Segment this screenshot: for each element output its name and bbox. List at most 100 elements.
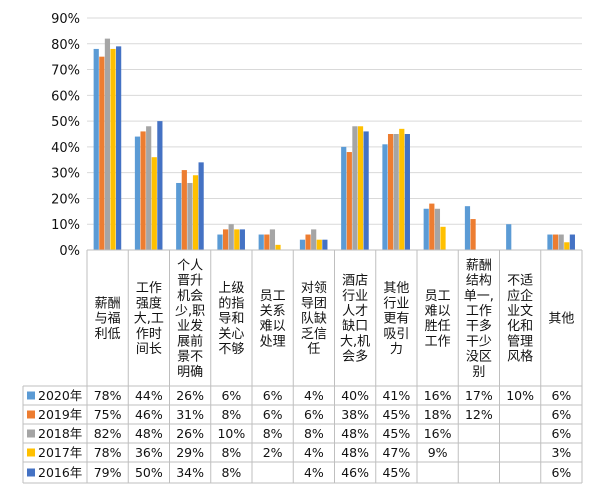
category-label: 业文 xyxy=(507,304,533,319)
bar xyxy=(470,219,476,250)
bar xyxy=(341,146,347,250)
y-tick-label: 10% xyxy=(51,218,80,233)
category-label: 会多 xyxy=(342,349,368,365)
category-label: 应企 xyxy=(507,288,533,304)
category-label: 景不 xyxy=(177,350,203,365)
legend-key xyxy=(27,391,35,400)
bar xyxy=(140,131,146,250)
legend-key xyxy=(27,410,35,419)
data-label: 10% xyxy=(506,388,534,403)
category-label: 员工 xyxy=(425,289,451,304)
data-label: 9% xyxy=(428,445,448,460)
bar xyxy=(305,234,311,250)
category-label: 其他 xyxy=(383,281,409,296)
category-label: 人才 xyxy=(342,304,368,319)
category-label: 作时 xyxy=(136,327,162,342)
category-label: 明确 xyxy=(177,365,203,380)
data-label: 38% xyxy=(341,407,369,422)
category-label: 管理 xyxy=(507,334,533,349)
data-label: 34% xyxy=(176,465,204,480)
bar xyxy=(104,38,111,250)
category-label: 间长 xyxy=(136,342,162,357)
category-label: 干多 xyxy=(466,318,492,334)
category-label: 胜任 xyxy=(425,319,451,334)
bar xyxy=(258,234,264,250)
data-label: 4% xyxy=(304,465,324,480)
bar xyxy=(464,206,471,250)
category-label: 大,工 xyxy=(134,312,164,327)
data-label: 50% xyxy=(135,465,163,480)
bar xyxy=(357,126,364,250)
y-tick-label: 60% xyxy=(51,89,80,104)
data-label: 79% xyxy=(94,465,122,480)
bar xyxy=(429,203,435,250)
data-label: 82% xyxy=(94,426,122,441)
legend-label: 2019年 xyxy=(38,407,82,422)
category-label: 工作 xyxy=(425,334,451,349)
bar xyxy=(217,234,223,250)
category-label: 关系 xyxy=(260,304,286,319)
data-label: 47% xyxy=(382,445,410,460)
category-label: 强度 xyxy=(136,295,162,311)
bar xyxy=(198,162,204,250)
category-label: 薪酬 xyxy=(95,296,121,311)
y-tick-label: 40% xyxy=(51,141,80,156)
category-label: 晋升 xyxy=(177,274,203,289)
category-label: 结构 xyxy=(466,274,492,289)
bar xyxy=(93,48,99,250)
bar xyxy=(423,208,429,250)
data-label: 31% xyxy=(176,407,204,422)
category-label: 员工 xyxy=(260,289,286,304)
category-label: 与福 xyxy=(95,312,121,327)
data-label: 4% xyxy=(304,388,324,403)
bar xyxy=(176,182,182,250)
category-label: 乏信 xyxy=(301,327,327,342)
bar xyxy=(134,136,141,250)
category-label: 少,职 xyxy=(175,304,205,319)
category-label: 难以 xyxy=(260,319,286,334)
data-label: 26% xyxy=(176,388,204,403)
data-label: 8% xyxy=(221,445,241,460)
bar xyxy=(564,242,570,250)
data-label: 41% xyxy=(382,388,410,403)
category-label: 机会 xyxy=(177,289,203,304)
data-label: 45% xyxy=(382,465,410,480)
data-label: 3% xyxy=(551,445,571,460)
bar xyxy=(269,229,276,250)
category-label: 酒店 xyxy=(342,274,368,289)
data-label: 29% xyxy=(176,445,204,460)
data-label: 6% xyxy=(221,388,241,403)
legend-label: 2020年 xyxy=(38,388,82,403)
data-label: 78% xyxy=(94,445,122,460)
bar xyxy=(363,131,369,250)
data-label: 6% xyxy=(263,407,283,422)
category-label: 难以 xyxy=(425,304,451,319)
y-tick-label: 80% xyxy=(51,38,80,53)
bar xyxy=(352,126,358,250)
category-label: 吸引 xyxy=(383,327,409,342)
category-label: 的指 xyxy=(218,295,244,311)
y-tick-label: 90% xyxy=(51,12,80,27)
data-label: 48% xyxy=(341,426,369,441)
data-label: 6% xyxy=(551,388,571,403)
category-label: 业发 xyxy=(177,318,203,334)
legend-key xyxy=(27,429,35,438)
category-label: 力 xyxy=(390,342,403,357)
data-label: 6% xyxy=(304,407,324,422)
bar xyxy=(506,224,512,250)
data-label: 48% xyxy=(341,445,369,460)
category-label: 单一, xyxy=(464,289,494,304)
data-label: 78% xyxy=(94,388,122,403)
data-label: 8% xyxy=(221,407,241,422)
category-label: 工作 xyxy=(136,281,162,296)
data-label: 46% xyxy=(135,407,163,422)
data-label: 6% xyxy=(263,388,283,403)
data-label: 18% xyxy=(424,407,452,422)
bar xyxy=(399,128,405,250)
bar xyxy=(181,170,187,250)
data-label: 40% xyxy=(341,388,369,403)
bar xyxy=(146,126,152,250)
bar xyxy=(116,46,122,250)
data-label: 8% xyxy=(304,426,324,441)
